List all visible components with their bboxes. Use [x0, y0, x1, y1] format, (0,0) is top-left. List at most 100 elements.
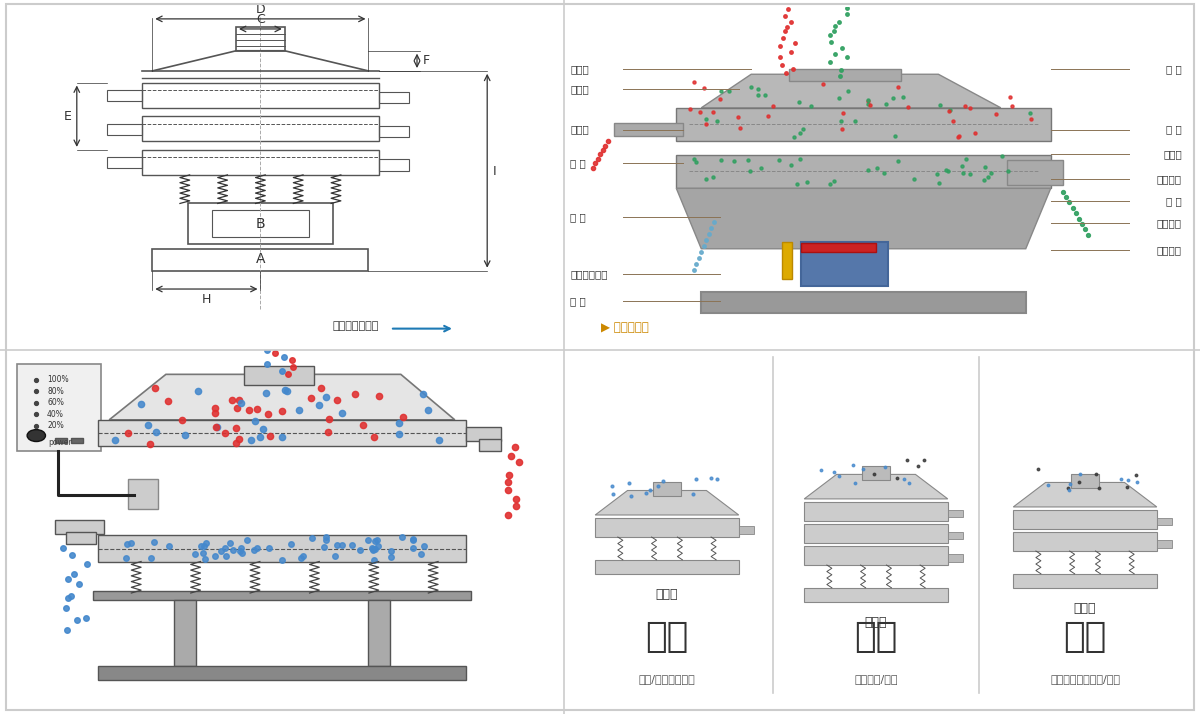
- Polygon shape: [804, 474, 948, 499]
- Text: 防尘盖: 防尘盖: [570, 84, 589, 94]
- Bar: [142, 150, 379, 175]
- Polygon shape: [595, 491, 739, 515]
- Bar: [1013, 510, 1157, 529]
- Text: 加重块: 加重块: [1163, 149, 1182, 159]
- Text: I: I: [493, 165, 497, 178]
- Bar: [1157, 540, 1172, 548]
- Text: B: B: [256, 216, 265, 231]
- Polygon shape: [701, 74, 1001, 108]
- Text: E: E: [64, 110, 72, 123]
- Bar: [107, 124, 142, 135]
- Text: 出料口: 出料口: [570, 125, 589, 135]
- Bar: [802, 243, 876, 252]
- Bar: [802, 242, 888, 286]
- Text: F: F: [422, 54, 430, 67]
- Polygon shape: [1013, 483, 1157, 507]
- Polygon shape: [677, 188, 1051, 248]
- Bar: [804, 502, 948, 521]
- Text: 80%: 80%: [47, 387, 64, 396]
- Bar: [1157, 518, 1172, 526]
- Bar: [236, 27, 284, 51]
- Bar: [174, 600, 196, 666]
- Bar: [142, 116, 379, 141]
- Bar: [677, 108, 1051, 141]
- Text: 机 坐: 机 坐: [570, 296, 586, 306]
- Text: 筛 网: 筛 网: [1166, 64, 1182, 74]
- Bar: [614, 123, 683, 136]
- Bar: [1013, 532, 1157, 551]
- Text: 过滤: 过滤: [854, 620, 898, 654]
- Bar: [94, 591, 470, 600]
- Bar: [804, 545, 948, 565]
- Bar: [98, 420, 466, 446]
- Text: 颗粒/粉末准确分级: 颗粒/粉末准确分级: [638, 674, 695, 684]
- Text: 网 架: 网 架: [1166, 125, 1182, 135]
- Bar: [379, 92, 409, 104]
- Bar: [595, 560, 739, 574]
- Bar: [107, 90, 142, 101]
- Bar: [466, 427, 500, 441]
- Text: 三层式: 三层式: [865, 616, 887, 629]
- Bar: [368, 600, 390, 666]
- Text: 进料口: 进料口: [570, 64, 589, 74]
- Bar: [948, 532, 964, 540]
- Bar: [788, 69, 901, 81]
- Bar: [948, 510, 964, 518]
- Bar: [595, 518, 739, 537]
- Text: 去除液体中的颗粒/异物: 去除液体中的颗粒/异物: [1050, 674, 1120, 684]
- Bar: [948, 554, 964, 561]
- Bar: [1007, 160, 1063, 185]
- Bar: [804, 524, 948, 543]
- Text: 运输固定螺栓: 运输固定螺栓: [570, 269, 607, 279]
- Text: 除杂: 除杂: [1063, 620, 1106, 654]
- Circle shape: [28, 430, 46, 441]
- Text: 上部重锤: 上部重锤: [1157, 174, 1182, 184]
- Bar: [1072, 474, 1099, 488]
- Bar: [677, 155, 1051, 188]
- Bar: [379, 159, 409, 171]
- Bar: [701, 293, 1026, 313]
- Text: D: D: [256, 3, 265, 16]
- Text: 筛 盘: 筛 盘: [1166, 196, 1182, 206]
- Bar: [98, 536, 466, 561]
- Bar: [479, 439, 500, 451]
- Text: 束 环: 束 环: [570, 159, 586, 169]
- Bar: [66, 532, 96, 544]
- Bar: [1013, 575, 1157, 588]
- Bar: [128, 479, 158, 509]
- Polygon shape: [109, 374, 455, 420]
- Text: C: C: [256, 13, 265, 26]
- Text: 100%: 100%: [47, 375, 68, 384]
- Bar: [107, 157, 142, 169]
- Bar: [72, 438, 83, 443]
- Bar: [739, 526, 755, 533]
- Bar: [55, 520, 103, 533]
- Bar: [55, 438, 67, 443]
- Text: power: power: [49, 438, 72, 447]
- Bar: [245, 366, 314, 385]
- Text: 下部重锤: 下部重锤: [1157, 246, 1182, 256]
- Bar: [98, 666, 466, 680]
- Text: 40%: 40%: [47, 410, 64, 418]
- Bar: [379, 126, 409, 137]
- Bar: [863, 466, 889, 480]
- Bar: [187, 203, 334, 243]
- Text: 弹 簧: 弹 簧: [570, 212, 586, 222]
- Text: A: A: [256, 253, 265, 266]
- Text: 60%: 60%: [47, 398, 64, 407]
- Bar: [152, 248, 368, 271]
- Bar: [17, 364, 101, 451]
- Bar: [653, 483, 680, 496]
- Bar: [142, 83, 379, 108]
- Text: 分级: 分级: [646, 620, 689, 654]
- Text: 外形尺寸示意图: 外形尺寸示意图: [332, 321, 379, 331]
- Text: 20%: 20%: [47, 421, 64, 431]
- Text: 振动电机: 振动电机: [1157, 218, 1182, 228]
- Text: 去除异物/结块: 去除异物/结块: [854, 674, 898, 684]
- Text: ▶ 结构示意图: ▶ 结构示意图: [601, 321, 649, 334]
- Bar: [804, 588, 948, 602]
- Text: 单层式: 单层式: [655, 588, 678, 601]
- Text: 双层式: 双层式: [1074, 602, 1097, 615]
- Bar: [782, 242, 792, 279]
- Bar: [212, 210, 310, 237]
